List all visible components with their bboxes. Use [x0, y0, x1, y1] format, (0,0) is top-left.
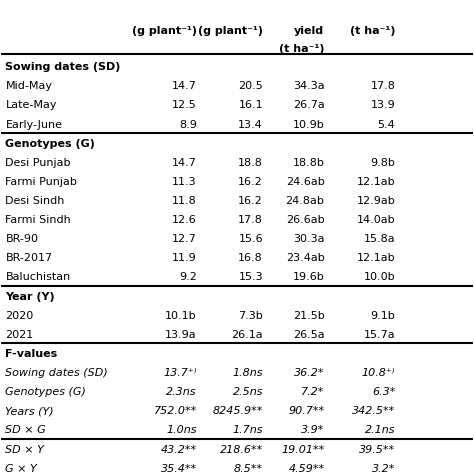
Text: 1.0ns: 1.0ns — [166, 426, 197, 436]
Text: 11.9: 11.9 — [172, 254, 197, 264]
Text: 10.1b: 10.1b — [165, 311, 197, 321]
Text: 4.59**: 4.59** — [288, 464, 324, 474]
Text: 16.8: 16.8 — [238, 254, 263, 264]
Text: Sowing dates (SD): Sowing dates (SD) — [5, 368, 108, 378]
Text: Late-May: Late-May — [5, 100, 57, 110]
Text: 14.7: 14.7 — [172, 81, 197, 91]
Text: 26.5a: 26.5a — [293, 330, 324, 340]
Text: 2.5ns: 2.5ns — [232, 387, 263, 397]
Text: 2.1ns: 2.1ns — [365, 426, 395, 436]
Text: 3.9*: 3.9* — [301, 426, 324, 436]
Text: 14.0ab: 14.0ab — [357, 215, 395, 225]
Text: 13.7⁺⁾: 13.7⁺⁾ — [164, 368, 197, 378]
Text: (g plant⁻¹): (g plant⁻¹) — [132, 26, 197, 36]
Text: 12.1ab: 12.1ab — [357, 254, 395, 264]
Text: Years (Y): Years (Y) — [5, 406, 54, 416]
Text: Sowing dates (SD): Sowing dates (SD) — [5, 62, 121, 72]
Text: 39.5**: 39.5** — [359, 445, 395, 455]
Text: 12.6: 12.6 — [172, 215, 197, 225]
Text: 19.01**: 19.01** — [281, 445, 324, 455]
Text: 14.7: 14.7 — [172, 158, 197, 168]
Text: 43.2**: 43.2** — [161, 445, 197, 455]
Text: 26.6ab: 26.6ab — [286, 215, 324, 225]
Text: Desi Sindh: Desi Sindh — [5, 196, 65, 206]
Text: 218.6**: 218.6** — [220, 445, 263, 455]
Text: 19.6b: 19.6b — [292, 273, 324, 283]
Text: 15.7a: 15.7a — [364, 330, 395, 340]
Text: yield: yield — [294, 26, 324, 36]
Text: 15.3: 15.3 — [238, 273, 263, 283]
Text: Year (Y): Year (Y) — [5, 292, 55, 301]
Text: 18.8: 18.8 — [238, 158, 263, 168]
Text: 16.2: 16.2 — [238, 177, 263, 187]
Text: 11.8: 11.8 — [172, 196, 197, 206]
Text: 342.5**: 342.5** — [352, 406, 395, 416]
Text: 12.1ab: 12.1ab — [357, 177, 395, 187]
Text: 10.9b: 10.9b — [292, 119, 324, 129]
Text: 12.9ab: 12.9ab — [356, 196, 395, 206]
Text: 8.9: 8.9 — [179, 119, 197, 129]
Text: 10.8⁺⁾: 10.8⁺⁾ — [362, 368, 395, 378]
Text: 18.8b: 18.8b — [292, 158, 324, 168]
Text: Early-June: Early-June — [5, 119, 63, 129]
Text: 16.1: 16.1 — [238, 100, 263, 110]
Text: SD × Y: SD × Y — [5, 445, 44, 455]
Text: 34.3a: 34.3a — [293, 81, 324, 91]
Text: 752.0**: 752.0** — [154, 406, 197, 416]
Text: BR-90: BR-90 — [5, 234, 38, 244]
Text: Genotypes (G): Genotypes (G) — [5, 387, 86, 397]
Text: F-values: F-values — [5, 349, 58, 359]
Text: (g plant⁻¹): (g plant⁻¹) — [198, 26, 263, 36]
Text: 20.5: 20.5 — [238, 81, 263, 91]
Text: Mid-May: Mid-May — [5, 81, 53, 91]
Text: 1.8ns: 1.8ns — [232, 368, 263, 378]
Text: 10.0b: 10.0b — [364, 273, 395, 283]
Text: 30.3a: 30.3a — [293, 234, 324, 244]
Text: 11.3: 11.3 — [172, 177, 197, 187]
Text: SD × G: SD × G — [5, 426, 46, 436]
Text: 2021: 2021 — [5, 330, 34, 340]
Text: 17.8: 17.8 — [371, 81, 395, 91]
Text: 16.2: 16.2 — [238, 196, 263, 206]
Text: 12.7: 12.7 — [172, 234, 197, 244]
Text: 26.7a: 26.7a — [292, 100, 324, 110]
Text: Desi Punjab: Desi Punjab — [5, 158, 71, 168]
Text: 23.4ab: 23.4ab — [286, 254, 324, 264]
Text: 9.8b: 9.8b — [371, 158, 395, 168]
Text: Farmi Punjab: Farmi Punjab — [5, 177, 77, 187]
Text: 8245.9**: 8245.9** — [213, 406, 263, 416]
Text: 3.2*: 3.2* — [372, 464, 395, 474]
Text: 7.2*: 7.2* — [301, 387, 324, 397]
Text: BR-2017: BR-2017 — [5, 254, 53, 264]
Text: 5.4: 5.4 — [378, 119, 395, 129]
Text: 15.8a: 15.8a — [364, 234, 395, 244]
Text: 26.1a: 26.1a — [231, 330, 263, 340]
Text: 24.6ab: 24.6ab — [286, 177, 324, 187]
Text: 2020: 2020 — [5, 311, 34, 321]
Text: 9.2: 9.2 — [179, 273, 197, 283]
Text: 13.9: 13.9 — [371, 100, 395, 110]
Text: Farmi Sindh: Farmi Sindh — [5, 215, 71, 225]
Text: 21.5b: 21.5b — [292, 311, 324, 321]
Text: 1.7ns: 1.7ns — [232, 426, 263, 436]
Text: 2.3ns: 2.3ns — [166, 387, 197, 397]
Text: 90.7**: 90.7** — [288, 406, 324, 416]
Text: Genotypes (G): Genotypes (G) — [5, 138, 95, 149]
Text: 13.9a: 13.9a — [165, 330, 197, 340]
Text: 15.6: 15.6 — [238, 234, 263, 244]
Text: (t ha⁻¹): (t ha⁻¹) — [350, 26, 395, 36]
Text: (t ha⁻¹): (t ha⁻¹) — [279, 44, 324, 54]
Text: 13.4: 13.4 — [238, 119, 263, 129]
Text: 36.2*: 36.2* — [294, 368, 324, 378]
Text: 35.4**: 35.4** — [161, 464, 197, 474]
Text: 12.5: 12.5 — [172, 100, 197, 110]
Text: 8.5**: 8.5** — [234, 464, 263, 474]
Text: Baluchistan: Baluchistan — [5, 273, 71, 283]
Text: G × Y: G × Y — [5, 464, 37, 474]
Text: 24.8ab: 24.8ab — [285, 196, 324, 206]
Text: 9.1b: 9.1b — [371, 311, 395, 321]
Text: 7.3b: 7.3b — [238, 311, 263, 321]
Text: 6.3*: 6.3* — [372, 387, 395, 397]
Text: 17.8: 17.8 — [238, 215, 263, 225]
